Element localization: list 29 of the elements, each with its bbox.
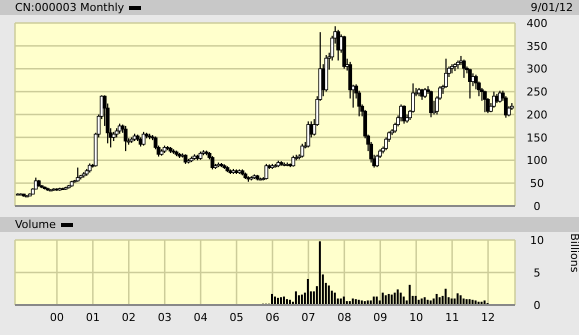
x-tick-label: 06 <box>265 310 280 324</box>
y-tick-label: 200 <box>526 108 548 122</box>
legend-label: CN:000003 Monthly <box>15 0 124 15</box>
y-axis-title: Billions <box>568 233 579 273</box>
legend-label: Volume <box>15 217 56 232</box>
x-tick-label: 11 <box>445 310 460 324</box>
y-tick-label: 250 <box>526 86 548 99</box>
y-tick-label: 10 <box>530 234 544 247</box>
y-tick-label: 100 <box>526 154 548 168</box>
x-tick-label: 05 <box>230 310 244 324</box>
y-tick-label: 5 <box>534 266 540 280</box>
x-tick-label: 00 <box>50 310 64 324</box>
y-tick-label: 0 <box>534 200 540 213</box>
text: 9/01/12 <box>530 0 573 15</box>
y-tick-label: 50 <box>530 177 544 190</box>
x-tick-label: 07 <box>301 310 316 324</box>
x-tick-label: 03 <box>158 310 172 324</box>
x-tick-label: 10 <box>409 310 424 324</box>
x-tick-label: 08 <box>337 310 352 324</box>
y-tick-label: 150 <box>526 131 548 144</box>
x-tick-label: 09 <box>373 310 388 324</box>
y-tick-label: 400 <box>526 16 548 30</box>
x-tick-label: 01 <box>86 310 100 324</box>
y-tick-label: 350 <box>526 40 548 53</box>
y-tick-label: 0 <box>534 298 540 312</box>
y-tick-label: 300 <box>526 62 548 76</box>
x-tick-label: 02 <box>122 310 136 324</box>
x-tick-label: 04 <box>194 310 208 324</box>
x-tick-label: 12 <box>481 310 496 324</box>
